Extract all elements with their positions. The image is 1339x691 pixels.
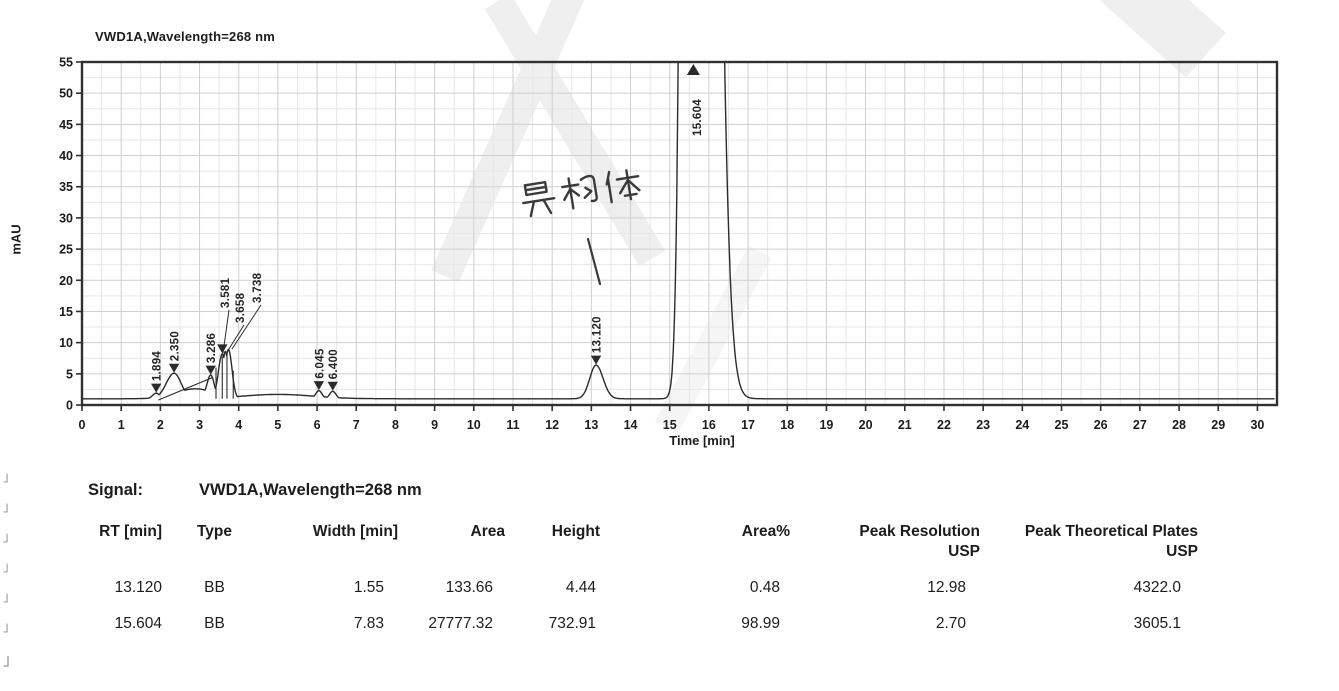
svg-text:2.350: 2.350 xyxy=(170,331,182,361)
svg-text:15.604: 15.604 xyxy=(692,99,704,136)
table-cell: 2.70 xyxy=(935,615,966,633)
margin-mark: 」 xyxy=(3,529,17,544)
table-cell: 4.44 xyxy=(565,579,596,597)
svg-text:25: 25 xyxy=(1055,418,1069,432)
svg-text:13.120: 13.120 xyxy=(592,316,604,353)
column-header: Area% xyxy=(741,523,790,540)
svg-text:7: 7 xyxy=(353,418,360,432)
table-cell: 3605.1 xyxy=(1133,615,1181,633)
svg-text:4: 4 xyxy=(235,418,242,432)
svg-text:50: 50 xyxy=(59,87,73,101)
svg-text:3: 3 xyxy=(196,418,203,432)
svg-text:29: 29 xyxy=(1211,418,1225,432)
table-cell: 27777.32 xyxy=(428,615,493,633)
table-cell: 7.83 xyxy=(353,615,384,633)
table-cell: 4322.0 xyxy=(1133,579,1181,597)
column-header: Height xyxy=(551,523,600,540)
peak-results-table: RT [min] Type Width [min] Area Height Area% Pe… xyxy=(88,522,1198,634)
table-cell: BB xyxy=(204,615,225,633)
svg-text:22: 22 xyxy=(937,418,951,432)
svg-text:5: 5 xyxy=(274,418,281,432)
svg-text:30: 30 xyxy=(1250,418,1264,432)
svg-text:10: 10 xyxy=(467,418,481,432)
svg-text:0: 0 xyxy=(66,399,73,413)
svg-text:6.400: 6.400 xyxy=(328,349,340,379)
svg-text:6: 6 xyxy=(314,418,321,432)
svg-text:24: 24 xyxy=(1015,418,1029,432)
annotation-isomer-handwriting xyxy=(522,169,641,218)
table-cell: 15.604 xyxy=(114,615,162,633)
svg-text:28: 28 xyxy=(1172,418,1186,432)
margin-mark: 」 xyxy=(3,589,17,604)
svg-text:2: 2 xyxy=(157,418,164,432)
svg-text:11: 11 xyxy=(506,418,519,432)
signal-value: VWD1A,Wavelength=268 nm xyxy=(199,481,422,499)
svg-text:18: 18 xyxy=(780,418,794,432)
svg-text:3.581: 3.581 xyxy=(220,277,232,308)
svg-text:20: 20 xyxy=(59,274,73,288)
svg-text:26: 26 xyxy=(1094,418,1108,432)
table-cell: 732.91 xyxy=(548,615,596,633)
svg-text:35: 35 xyxy=(59,180,73,194)
svg-text:20: 20 xyxy=(859,418,873,432)
svg-text:3.286: 3.286 xyxy=(206,333,218,363)
column-header: Peak Resolution USP xyxy=(859,523,980,561)
y-axis-label: mAU xyxy=(8,224,24,255)
svg-text:45: 45 xyxy=(59,118,73,132)
svg-text:19: 19 xyxy=(819,418,833,432)
x-axis-label: Time [min] xyxy=(669,433,735,448)
svg-text:13: 13 xyxy=(584,418,598,432)
signal-row: Signal: VWD1A,Wavelength=268 nm xyxy=(88,481,422,500)
margin-mark: 」 xyxy=(3,652,20,669)
table-cell: 13.120 xyxy=(114,579,162,597)
svg-text:10: 10 xyxy=(59,336,73,350)
column-header: Area xyxy=(470,523,505,540)
svg-text:23: 23 xyxy=(976,418,990,432)
svg-text:5: 5 xyxy=(66,367,73,381)
column-header: Peak Theoretical Plates USP xyxy=(1024,523,1198,561)
svg-text:1: 1 xyxy=(118,418,125,432)
table-cell: 12.98 xyxy=(927,579,966,597)
table-row: 15.604 BB 7.83 27777.32 732.91 98.99 2.70 3605.… xyxy=(88,598,1198,634)
table-header-row: RT [min] Type Width [min] Area Height Area% Pe… xyxy=(88,522,1198,562)
table-cell: 98.99 xyxy=(741,615,780,633)
svg-text:14: 14 xyxy=(624,418,638,432)
margin-mark: 」 xyxy=(3,619,17,634)
table-cell: 0.48 xyxy=(749,579,780,597)
svg-text:8: 8 xyxy=(392,418,399,432)
svg-text:25: 25 xyxy=(59,243,73,257)
margin-mark: 」 xyxy=(3,559,17,574)
svg-text:1.894: 1.894 xyxy=(152,351,164,382)
table-cell: BB xyxy=(204,579,225,597)
svg-text:12: 12 xyxy=(545,418,559,432)
svg-text:17: 17 xyxy=(741,418,755,432)
svg-text:21: 21 xyxy=(898,418,912,432)
svg-text:16: 16 xyxy=(702,418,716,432)
svg-text:9: 9 xyxy=(431,418,438,432)
svg-text:3.738: 3.738 xyxy=(252,272,264,303)
chart-title: VWD1A,Wavelength=268 nm xyxy=(95,29,276,44)
svg-text:30: 30 xyxy=(59,211,73,225)
table-cell: 1.55 xyxy=(353,579,384,597)
table-cell: 133.66 xyxy=(445,579,493,597)
svg-text:40: 40 xyxy=(59,149,73,163)
signal-label: Signal: xyxy=(88,481,144,499)
margin-mark: 」 xyxy=(3,499,17,514)
svg-text:55: 55 xyxy=(59,56,73,70)
column-header: Type xyxy=(196,523,233,540)
margin-mark: 」 xyxy=(3,469,17,484)
chromatogram-plot: 0 1 2 3 4 5 6 7 8 9 10 11 12 13 14 15 16 17 18 19 20 21 22 23 24… xyxy=(59,56,1279,432)
svg-text:15: 15 xyxy=(663,418,677,432)
column-header: RT [min] xyxy=(99,523,162,540)
svg-text:3.658: 3.658 xyxy=(235,292,247,323)
svg-text:15: 15 xyxy=(59,305,73,319)
svg-text:27: 27 xyxy=(1133,418,1147,432)
svg-text:6.045: 6.045 xyxy=(314,348,326,379)
table-row: 13.120 BB 1.55 133.66 4.44 0.48 12.98 4322.0 xyxy=(88,562,1198,598)
svg-text:0: 0 xyxy=(79,418,86,432)
column-header: Width [min] xyxy=(312,523,398,540)
